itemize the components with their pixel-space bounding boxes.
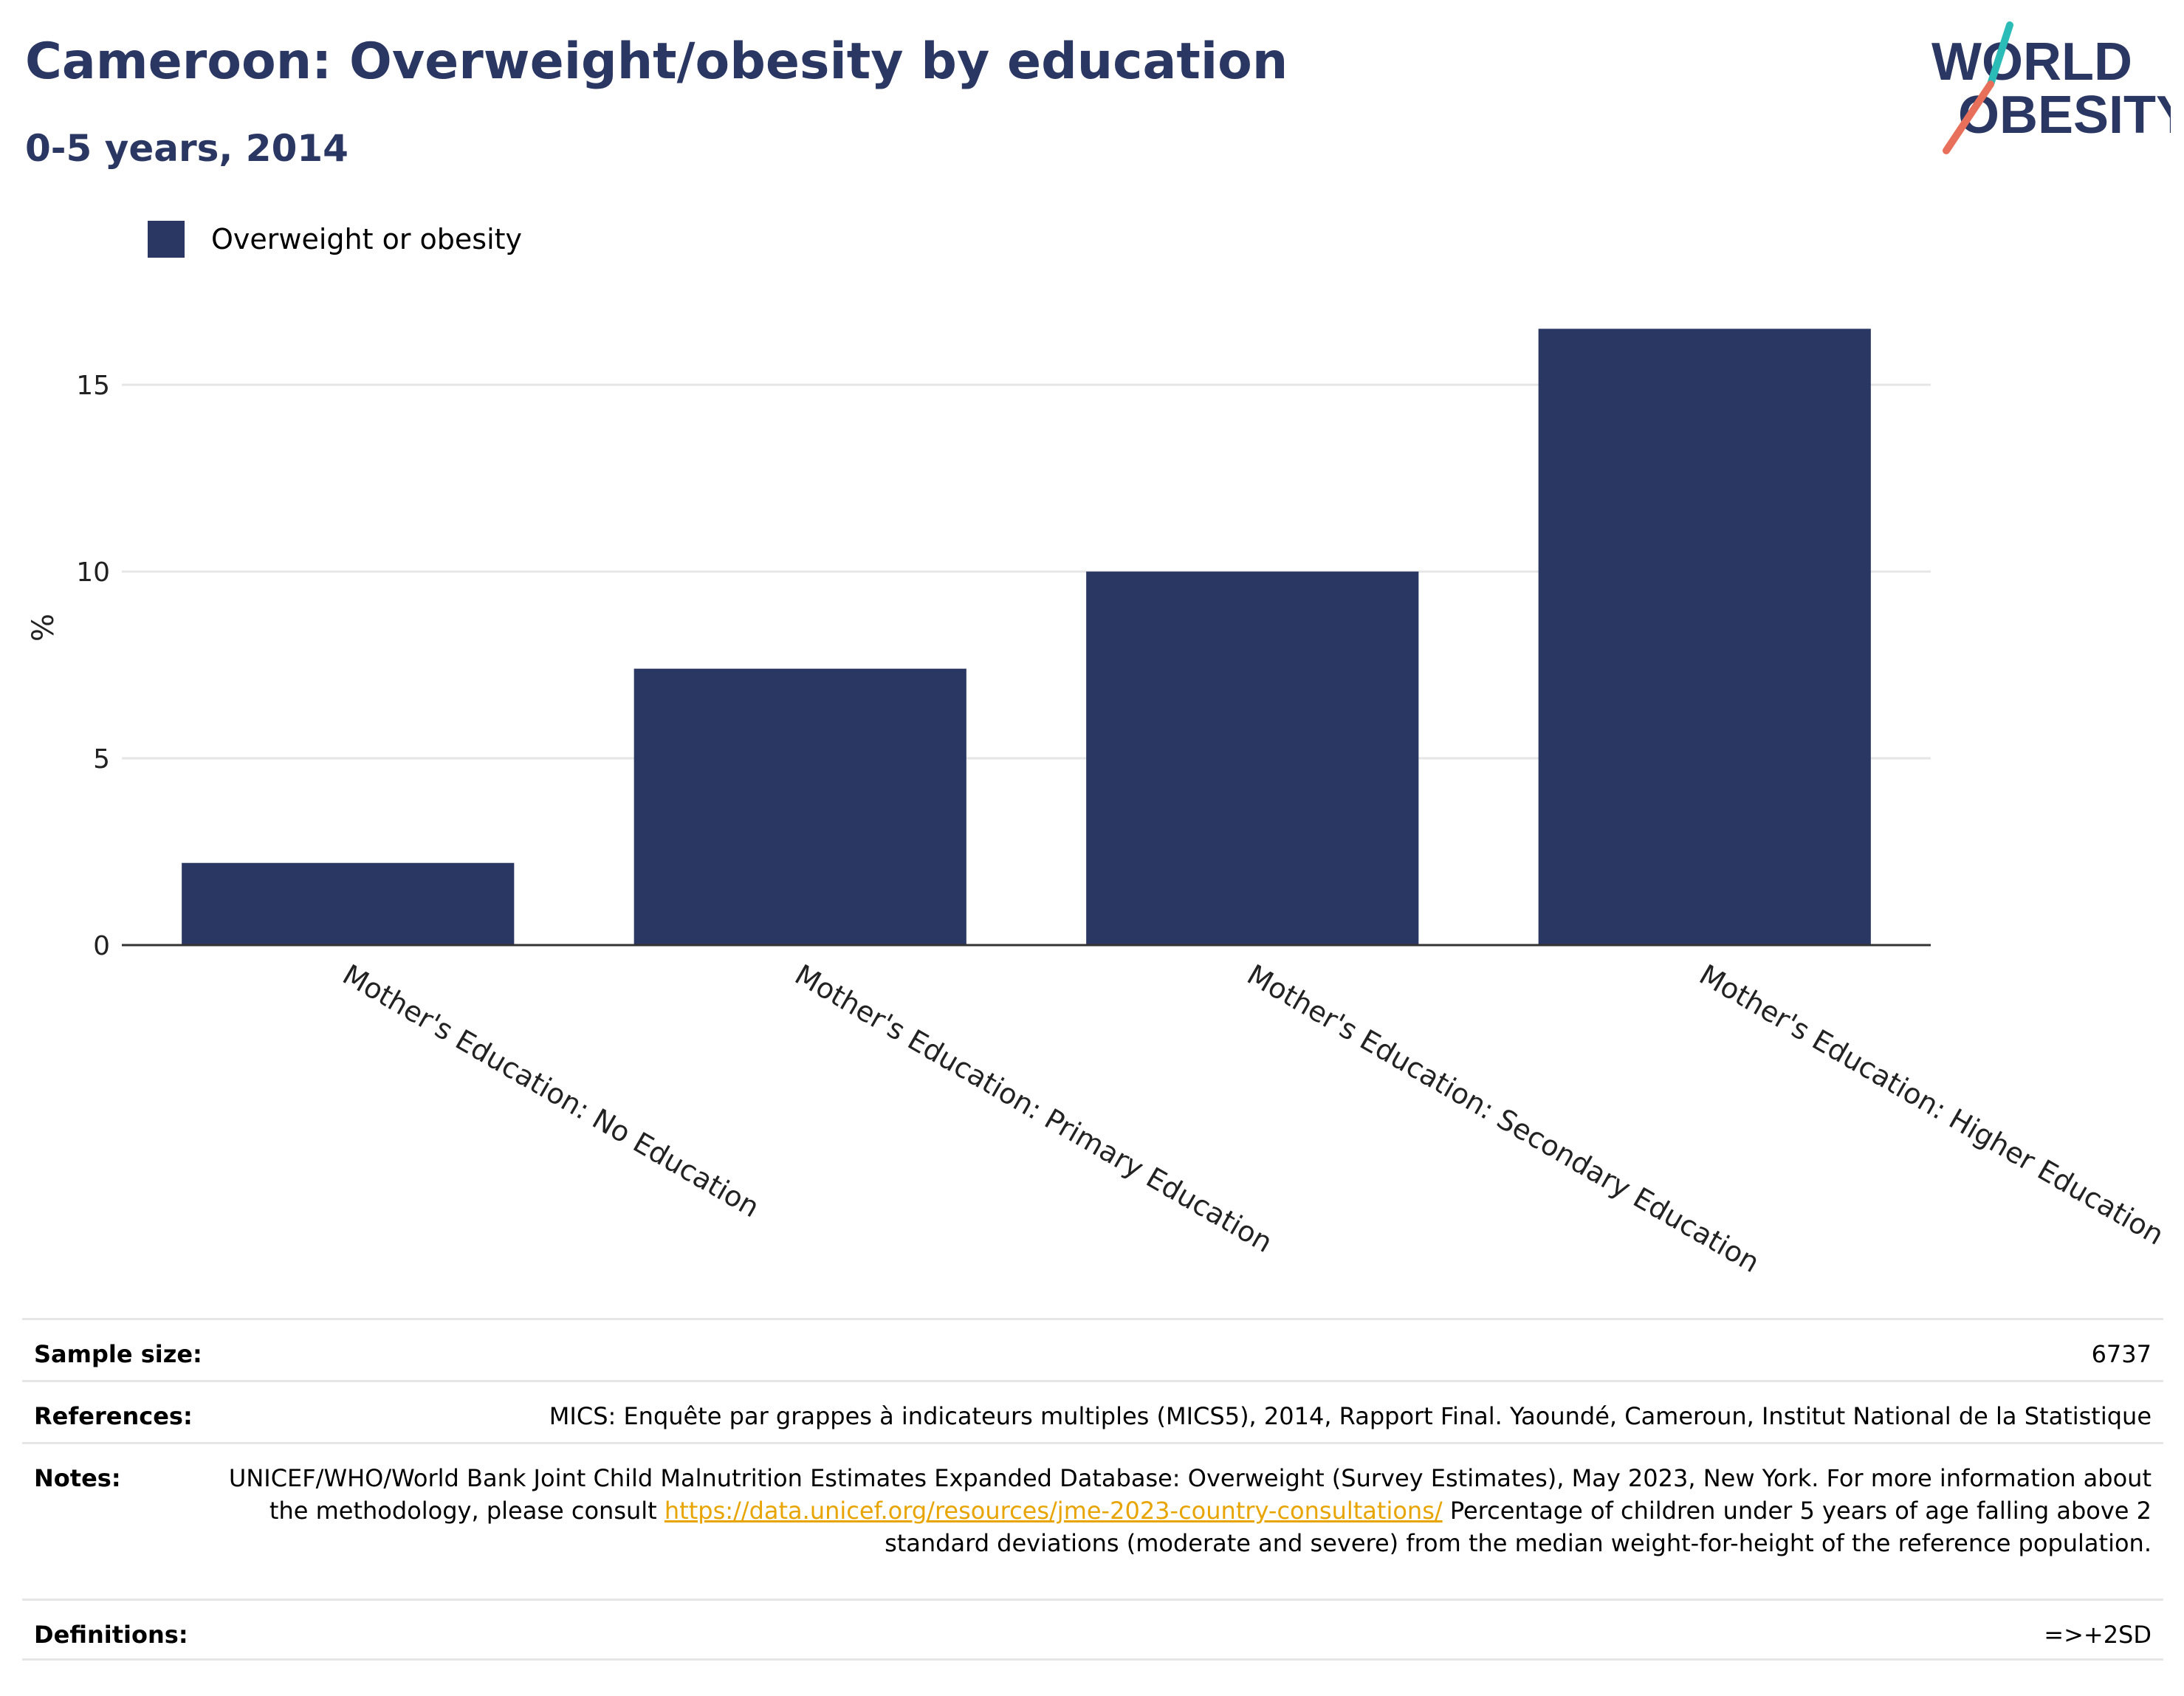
definitions-label: Definitions: [34, 1621, 188, 1649]
x-tick-label: Mother's Education: Secondary Education [1242, 958, 1765, 1280]
logo-word-obesity: OBESITY [1958, 86, 2171, 145]
chart-title: Cameroon: Overweight/obesity by educatio… [25, 32, 1288, 91]
y-tick-label: 0 [93, 931, 110, 961]
legend-swatch [148, 221, 185, 258]
definitions-value: =>+2SD [2044, 1621, 2152, 1649]
notes-text-definition: Percentage of children under 5 years of … [885, 1497, 2152, 1557]
y-tick-label: 15 [76, 371, 110, 401]
world-obesity-logo: WORLD OBESITY [1931, 21, 2171, 154]
logo-slash-top [1987, 21, 2013, 88]
y-axis-label: % [27, 614, 61, 642]
notes-row: Notes: UNICEF/WHO/World Bank Joint Child… [22, 1442, 2163, 1599]
methodology-link[interactable]: https://data.unicef.org/resources/jme-20… [664, 1497, 1443, 1525]
logo-slash-bottom [1943, 80, 1994, 154]
x-tick-label: Mother's Education: No Education [337, 958, 765, 1224]
notes-value: UNICEF/WHO/World Bank Joint Child Malnut… [217, 1462, 2152, 1559]
bar [1538, 329, 1871, 945]
bar [633, 668, 966, 945]
legend-label: Overweight or obesity [211, 223, 523, 255]
references-value: MICS: Enquête par grappes à indicateurs … [549, 1402, 2152, 1430]
x-tick-label: Mother's Education: Higher Education [1694, 958, 2169, 1252]
sample-size-row: Sample size: 6737 [22, 1318, 2163, 1380]
chart-subtitle: 0-5 years, 2014 [25, 127, 348, 170]
definitions-row: Definitions: =>+2SD [22, 1599, 2163, 1661]
notes-text-methodology: UNICEF/WHO/World Bank Joint Child Malnut… [228, 1464, 2152, 1525]
logo-word-world: WORLD [1931, 32, 2132, 92]
y-tick-label: 5 [93, 744, 110, 775]
references-label: References: [34, 1402, 193, 1430]
legend: Overweight or obesity [148, 219, 522, 260]
sample-size-value: 6737 [2091, 1340, 2152, 1368]
sample-size-label: Sample size: [34, 1340, 202, 1368]
x-tick-label: Mother's Education: Primary Education [789, 958, 1278, 1259]
notes-label: Notes: [34, 1464, 121, 1492]
bar [1086, 571, 1419, 945]
bar [182, 862, 515, 945]
metadata-table: Sample size: 6737 References: MICS: Enqu… [22, 1318, 2163, 1661]
references-row: References: MICS: Enquête par grappes à … [22, 1380, 2163, 1442]
y-tick-label: 10 [76, 557, 110, 588]
